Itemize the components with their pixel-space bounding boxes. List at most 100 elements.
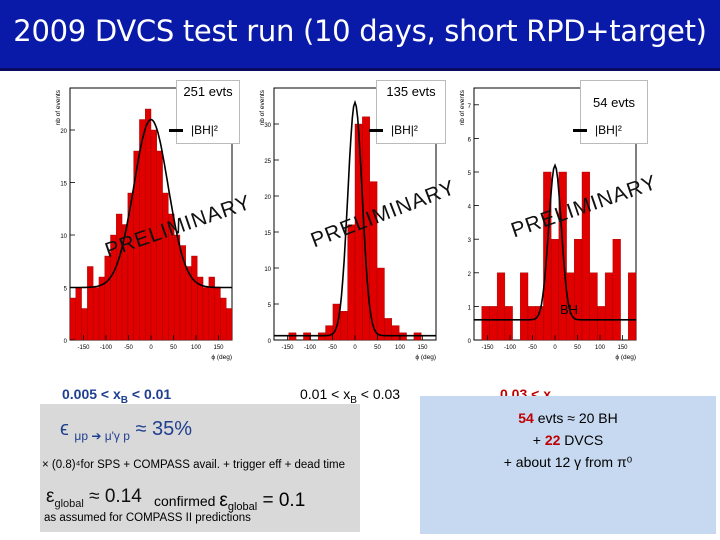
x-tick-label: 50: [374, 345, 381, 351]
y-axis-label: nb of events: [459, 89, 466, 125]
histogram-bar: [550, 238, 560, 341]
xb-range-1: 0.005 < xB < 0.01: [62, 386, 171, 406]
histogram-bar: [527, 306, 536, 341]
histogram-bar: [384, 318, 393, 341]
efficiency-process: μp ➔ μ'γ p: [74, 429, 130, 443]
y-tick-label: 25: [264, 159, 271, 165]
histogram-bar: [496, 272, 506, 341]
x-axis-label: ϕ (deg): [211, 354, 232, 361]
legend-bh-2: |BH|²: [391, 123, 418, 137]
x-tick-label: -100: [304, 345, 317, 351]
histogram-bar: [504, 306, 513, 341]
x-tick-label: -150: [77, 345, 90, 351]
histogram-bar: [391, 325, 400, 341]
eglobal-symbol: ε: [46, 486, 55, 507]
breakdown-line-2: + 22 DVCS: [420, 432, 716, 448]
confirmed-value: = 0.1: [257, 490, 306, 511]
xb-range-2: 0.01 < xB < 0.03: [300, 386, 400, 406]
title-bar: 2009 DVCS test run (10 days, short RPD+t…: [0, 0, 720, 71]
histogram-bar: [325, 325, 334, 341]
slide-title: 2009 DVCS test run (10 days, short RPD+t…: [13, 14, 707, 48]
histogram-bar: [520, 272, 529, 341]
x-tick-label: 50: [574, 345, 581, 351]
y-tick-label: 0: [468, 339, 472, 345]
x-tick-label: -150: [281, 345, 294, 351]
x-tick-label: 50: [170, 345, 177, 351]
eglobal-sub: global: [54, 497, 84, 510]
x-tick-label: -50: [328, 345, 337, 351]
y-tick-label: 6: [468, 137, 472, 143]
y-tick-label: 7: [468, 104, 472, 110]
y-tick-label: 15: [60, 182, 67, 188]
histogram-bar: [589, 272, 598, 341]
y-tick-label: 30: [264, 123, 271, 129]
histogram-bar: [481, 306, 490, 341]
efficiency-symbol: ϵ: [60, 418, 75, 440]
x-tick-label: 100: [395, 345, 406, 351]
x-tick-label: 0: [149, 345, 153, 351]
x-tick-label: 150: [417, 345, 428, 351]
event-breakdown-box: 54 evts ≈ 20 BH + 22 DVCS + about 12 γ f…: [420, 396, 716, 534]
fit-curve: [274, 99, 436, 337]
legend-3: 54 evts |BH|²: [573, 80, 648, 144]
histogram-bar: [489, 306, 498, 341]
x-tick-label: 150: [213, 345, 224, 351]
efficiency-main: ϵ μp ➔ μ'γ p ≈ 35%: [60, 418, 192, 443]
histogram-bar: [197, 276, 204, 341]
histogram-bar: [214, 287, 221, 341]
histogram-bar: [581, 171, 590, 341]
histogram-bar: [220, 297, 227, 341]
assumed-note: as assumed for COMPASS II predictions: [44, 512, 251, 524]
breakdown-total: 54: [518, 410, 534, 426]
histogram-bar: [604, 272, 614, 341]
histogram-svg-3: 0 1 2 3 4 5 6 7 -150 -100 -50 0 50 100 150 ϕ (deg) nb of…: [459, 87, 637, 361]
legend-bh-3: |BH|²: [595, 123, 622, 137]
y-tick-label: 15: [264, 231, 271, 237]
histogram-bar: [347, 224, 356, 341]
efficiency-value: ≈ 35%: [129, 418, 193, 440]
x-tick-label: -150: [481, 345, 494, 351]
y-tick-label: 0: [268, 339, 272, 345]
histogram-bar: [92, 287, 100, 341]
eglobal-confirmed: confirmed εglobal = 0.1: [154, 490, 305, 513]
histogram-bar: [69, 297, 76, 341]
legend-events-1: 251 evts: [183, 84, 233, 99]
breakdown-bh: evts ≈ 20 BH: [533, 410, 618, 426]
y-tick-label: 10: [60, 234, 67, 240]
x-tick-label: -50: [528, 345, 537, 351]
xb-range-1-post: < 0.01: [128, 386, 172, 402]
eglobal-value: ≈ 0.14: [83, 486, 142, 507]
confirmed-label: confirmed: [154, 493, 220, 509]
legend-events-3: 54 evts: [593, 95, 635, 110]
fit-curve: [474, 163, 636, 321]
histogram-bar: [628, 272, 637, 341]
confirmed-sub: global: [227, 500, 258, 513]
histogram-bar: [162, 192, 169, 341]
histogram-bar: [574, 238, 583, 341]
histogram-bar: [376, 267, 385, 341]
y-tick-label: 5: [468, 171, 472, 177]
xb-range-2-sub: B: [350, 394, 357, 406]
y-axis-label: nb of events: [259, 89, 266, 125]
legend-bh-1: |BH|²: [191, 123, 218, 137]
legend-events-2: 135 evts: [386, 84, 436, 99]
histogram-bar: [340, 310, 348, 341]
y-tick-label: 1: [468, 305, 472, 311]
histogram-bar: [202, 287, 210, 341]
x-axis-label: ϕ (deg): [615, 354, 636, 361]
breakdown-line-1: 54 evts ≈ 20 BH: [420, 410, 716, 426]
breakdown-plus: +: [532, 432, 545, 448]
xb-range-1-pre: 0.005 < x: [62, 386, 121, 402]
xb-range-2-pre: 0.01 < x: [300, 386, 351, 402]
histogram-bar: [87, 266, 94, 341]
histogram-bar: [75, 287, 82, 341]
x-tick-label: 0: [553, 345, 557, 351]
y-tick-label: 5: [64, 287, 68, 293]
legend-line-marker: [169, 129, 183, 132]
x-tick-label: -100: [100, 345, 113, 351]
x-tick-label: -100: [504, 345, 517, 351]
histogram-bar: [81, 308, 88, 341]
fit-curve: [70, 118, 232, 289]
histogram-bar: [612, 238, 621, 341]
x-tick-label: 100: [595, 345, 606, 351]
